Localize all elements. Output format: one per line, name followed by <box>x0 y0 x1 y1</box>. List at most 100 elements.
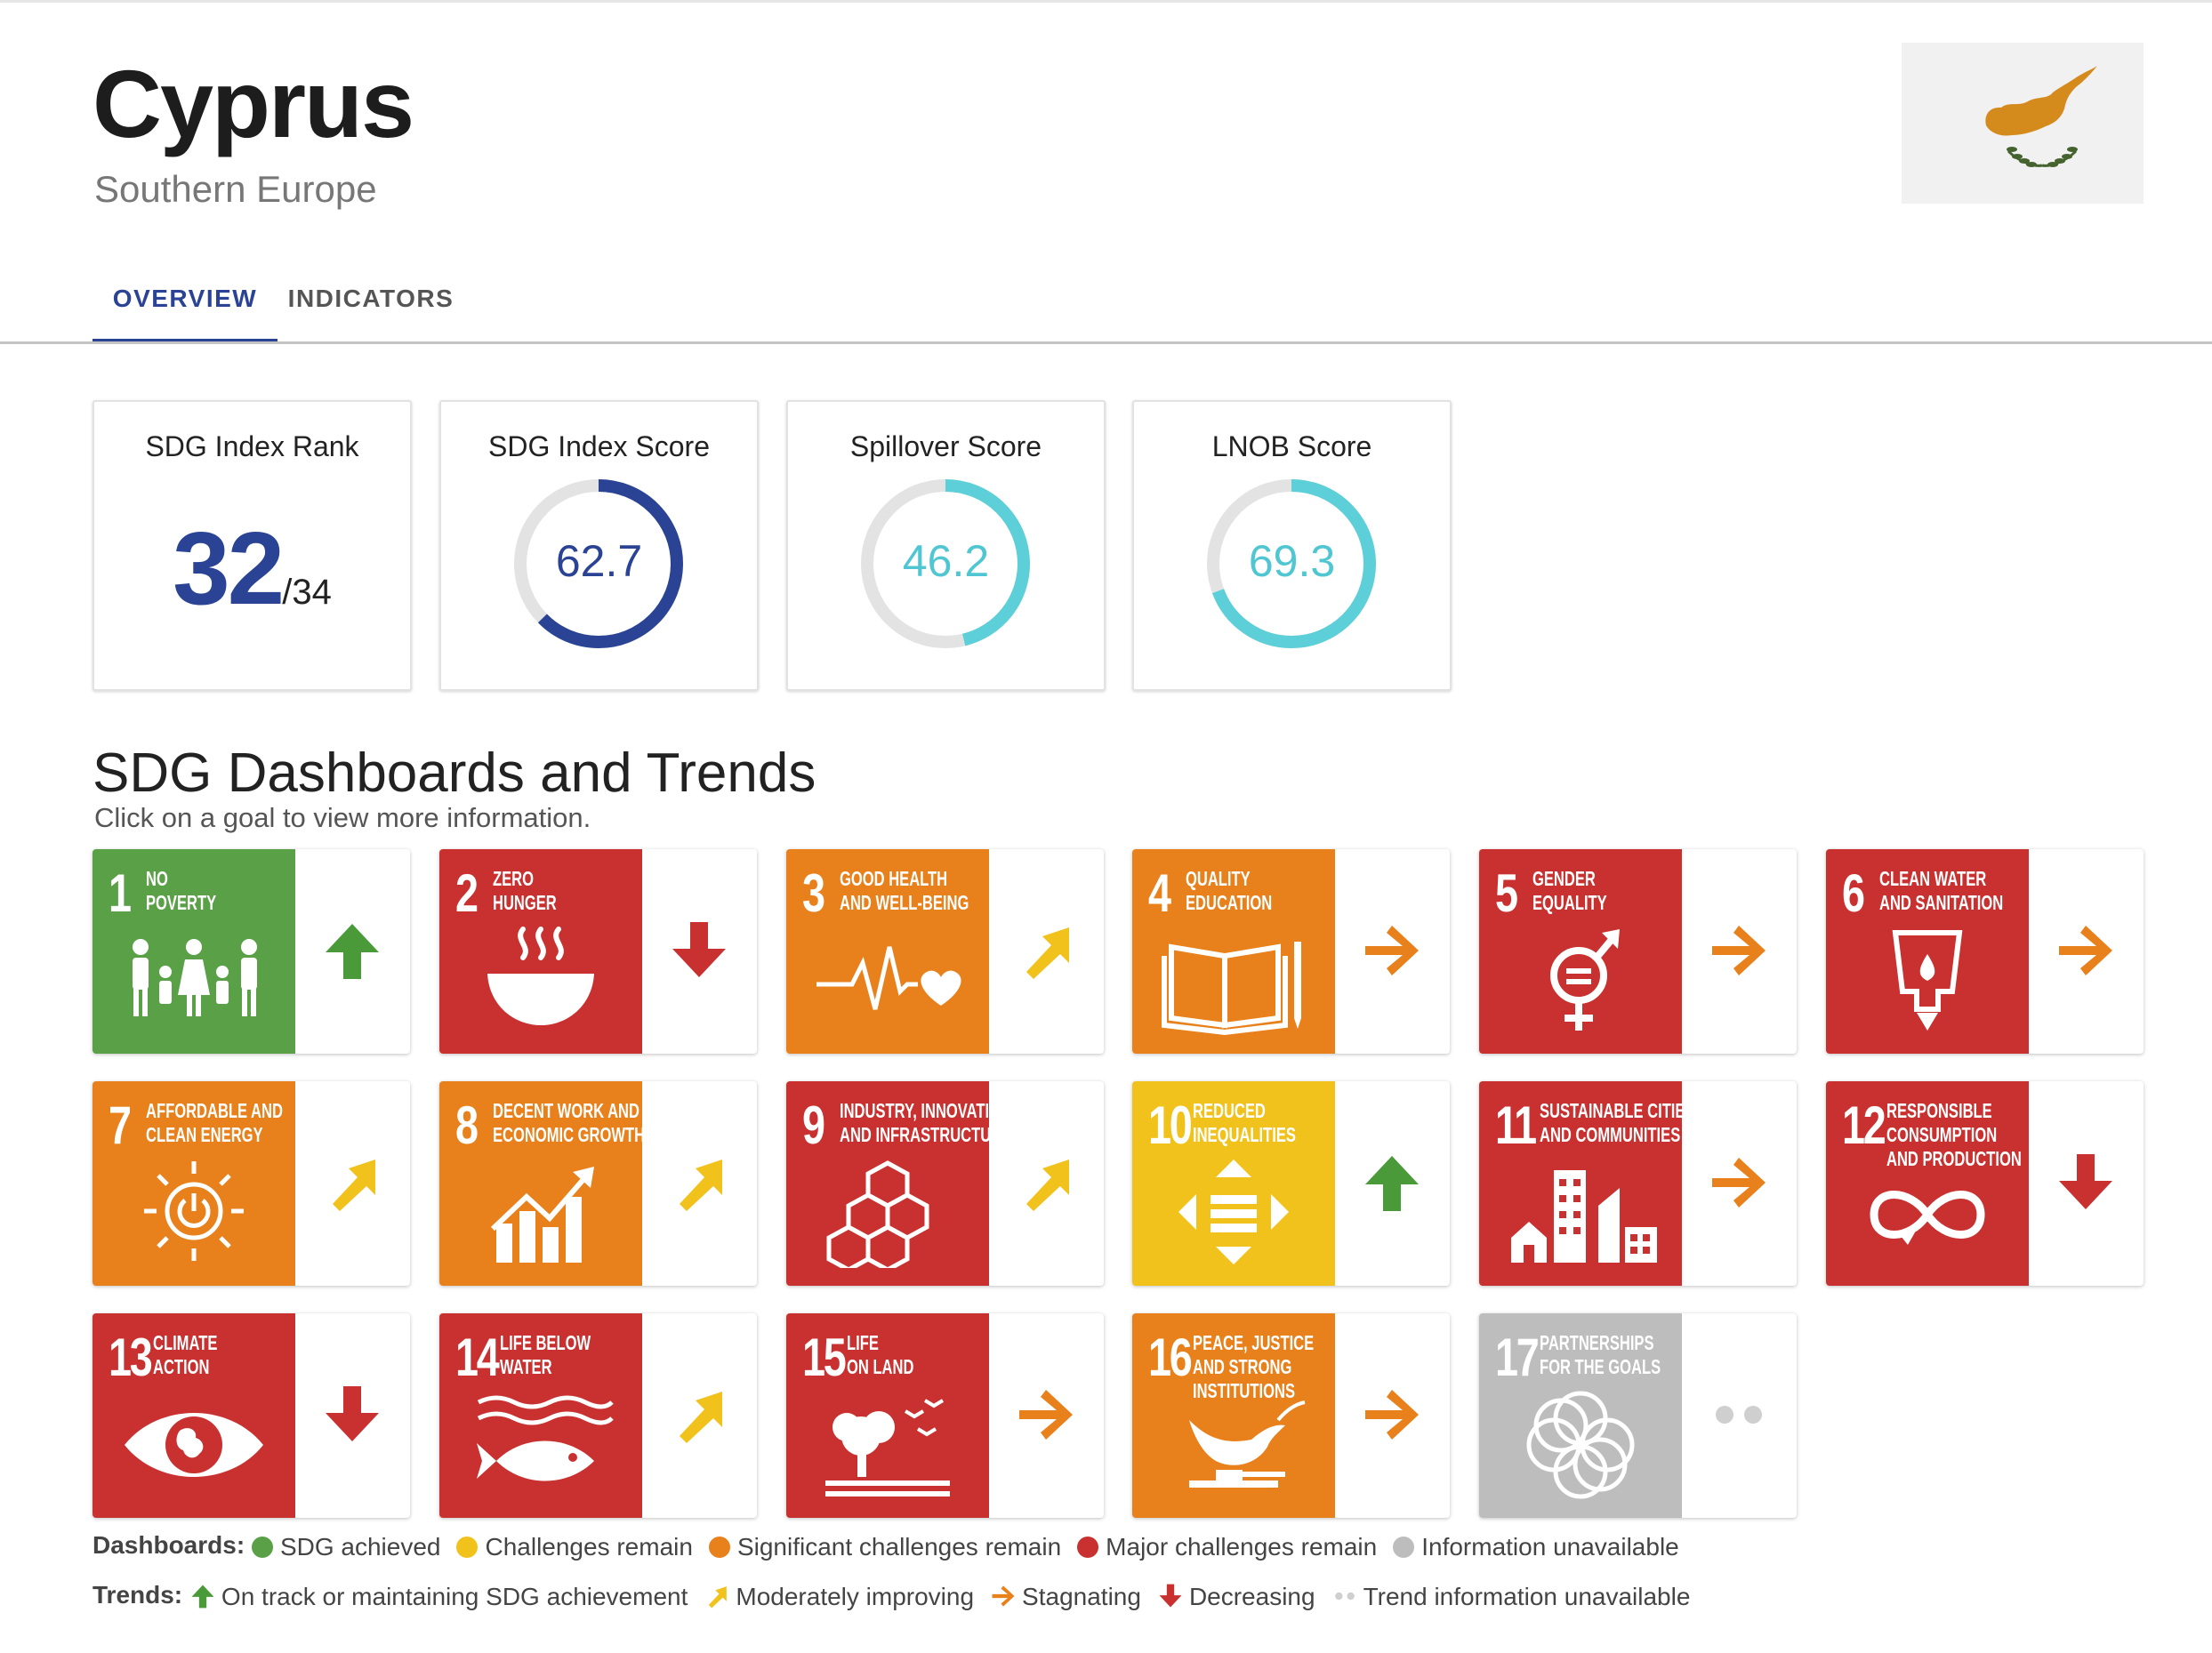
book-icon <box>1162 942 1301 1036</box>
trend-area <box>1335 1313 1450 1518</box>
goal-name-line: Quality <box>1186 867 1251 890</box>
goal-tile: 11 Sustainable Cities and Communities <box>1479 1081 1695 1286</box>
goal-tile: 5 Gender Equality <box>1479 849 1682 1054</box>
trend-area <box>989 1081 1104 1286</box>
trend-legend-item: Stagnating <box>990 1583 1141 1611</box>
trend-right-icon <box>1712 926 1766 975</box>
trend-area <box>1682 849 1797 1054</box>
country-title: Cyprus <box>93 50 414 157</box>
goal-card-16[interactable]: 16 Peace, Justice and Strong Institutions <box>1132 1313 1450 1518</box>
legend-label: Major challenges remain <box>1106 1532 1378 1561</box>
trend-right-icon <box>2059 926 2112 975</box>
legend-dot-icon <box>456 1536 479 1558</box>
goal-name: Life on Land <box>847 1331 913 1379</box>
goal-card-5[interactable]: 5 Gender Equality <box>1479 849 1797 1054</box>
legend-label: On track or maintaining SDG achievement <box>221 1582 688 1610</box>
trend-none-icon <box>1716 1406 1762 1424</box>
tab-divider <box>0 341 2212 344</box>
goal-number: 7 <box>109 1095 132 1155</box>
goal-card-17[interactable]: 17 Partnerships for the Goals <box>1479 1313 1797 1518</box>
dashboard-legend-item: SDG achieved <box>251 1533 440 1561</box>
goal-card-15[interactable]: 15 Life on Land <box>786 1313 1104 1518</box>
goal-card-14[interactable]: 14 Life Below Water <box>439 1313 757 1518</box>
goal-name-line: Decent Work and <box>493 1099 639 1122</box>
legend-label: Decreasing <box>1188 1582 1315 1610</box>
goal-card-6[interactable]: 6 Clean Water and Sanitation <box>1826 849 2144 1054</box>
tree-birds-icon <box>825 1399 950 1497</box>
dashboards-legend: Dashboards: SDG achieved Challenges remai… <box>93 1531 1695 1561</box>
goal-name-line: Clean Energy <box>146 1123 263 1146</box>
dashboard-legend-item: Information unavailable <box>1393 1533 1679 1561</box>
goal-tile: 9 Industry, Innovation and Infrastructure <box>786 1081 1011 1286</box>
legend-label: Significant challenges remain <box>736 1532 1062 1561</box>
top-divider <box>0 0 2212 3</box>
rank-value: 32/34 <box>94 509 410 628</box>
goal-card-12[interactable]: 12 Responsible Consumption and Production <box>1826 1081 2144 1286</box>
goal-name: No Poverty <box>146 867 216 915</box>
goal-number: 4 <box>1148 863 1171 923</box>
bowl-icon <box>487 927 594 1025</box>
dashboard-legend-item: Challenges remain <box>456 1532 693 1561</box>
goal-number: 11 <box>1495 1095 1537 1155</box>
legend-label: Trend information unavailable <box>1363 1582 1691 1610</box>
rank-total: /34 <box>282 573 332 612</box>
trend-right-icon <box>1365 926 1419 975</box>
donut-progress <box>1207 479 1376 648</box>
trend-area <box>642 849 757 1054</box>
goal-card-13[interactable]: 13 Climate Action <box>93 1313 410 1518</box>
trend-down-icon <box>1159 1584 1182 1608</box>
goal-name: Partnerships for the Goals <box>1540 1331 1661 1379</box>
goal-card-7[interactable]: 7 Affordable and Clean Energy <box>93 1081 410 1286</box>
goal-name-line: Industry, Innovation <box>840 1099 1011 1122</box>
goal-name-line: Good Health <box>840 867 948 890</box>
goal-name-line: Life Below <box>500 1331 591 1354</box>
goal-card-3[interactable]: 3 Good Health and Well-Being <box>786 849 1104 1054</box>
trend-up-icon <box>191 1585 214 1608</box>
goal-name: Peace, Justice and Strong Institutions <box>1193 1331 1314 1403</box>
legend-label: Information unavailable <box>1421 1532 1679 1561</box>
goal-name-line: and Sanitation <box>1879 891 2004 914</box>
goal-number: 8 <box>455 1095 479 1155</box>
trend-area <box>1335 849 1450 1054</box>
goal-number: 14 <box>455 1328 500 1387</box>
goal-number: 13 <box>109 1328 153 1387</box>
goal-name-line: Equality <box>1532 891 1607 914</box>
goal-tile: 14 Life Below Water <box>439 1313 642 1518</box>
goal-card-11[interactable]: 11 Sustainable Cities and Communities <box>1479 1081 1797 1286</box>
goal-tile: 15 Life on Land <box>786 1313 989 1518</box>
tab-overview[interactable]: OVERVIEW <box>93 267 278 343</box>
dashboards-legend-items: SDG achieved Challenges remain Significant… <box>251 1531 1695 1561</box>
legend-dot-icon <box>251 1536 273 1558</box>
infinity-icon <box>1870 1191 1985 1245</box>
goal-card-10[interactable]: 10 Reduced Inequalities <box>1132 1081 1450 1286</box>
trend-down-icon <box>672 922 726 977</box>
trend-area <box>2029 849 2144 1054</box>
goal-card-4[interactable]: 4 Quality Education <box>1132 849 1450 1054</box>
trend-area <box>295 1081 410 1286</box>
goal-tile: 16 Peace, Justice and Strong Institutions <box>1132 1313 1335 1518</box>
goal-number: 10 <box>1148 1095 1193 1155</box>
dashboard-legend-item: Major challenges remain <box>1077 1533 1377 1561</box>
sdg-index-rank-card: SDG Index Rank 32/34 <box>93 400 412 691</box>
goal-name-line: Inequalities <box>1193 1123 1296 1146</box>
trend-area <box>2029 1081 2144 1286</box>
sun-power-icon <box>144 1161 244 1261</box>
legend-label: Challenges remain <box>485 1532 693 1561</box>
donut-progress <box>861 479 1030 648</box>
tab-indicators[interactable]: INDICATORS <box>287 285 454 312</box>
goal-card-9[interactable]: 9 Industry, Innovation and Infrastructure <box>786 1081 1104 1286</box>
water-icon <box>1892 930 1963 1031</box>
goal-name: Good Health and Well-Being <box>840 867 969 915</box>
trend-area <box>295 849 410 1054</box>
goal-name: Climate Action <box>153 1331 217 1379</box>
trend-area <box>1682 1081 1797 1286</box>
goal-number: 1 <box>109 863 132 923</box>
goal-card-2[interactable]: 2 Zero Hunger <box>439 849 757 1054</box>
index-score-donut <box>514 479 683 648</box>
spillover-score-label: Spillover Score <box>849 430 1042 462</box>
goal-card-1[interactable]: 1 No Poverty <box>93 849 410 1054</box>
goal-card-8[interactable]: 8 Decent Work and Economic Growth <box>439 1081 757 1286</box>
trend-diag-icon <box>1026 927 1069 979</box>
goal-name: Industry, Innovation and Infrastructure <box>840 1099 1011 1147</box>
city-icon <box>1511 1170 1657 1263</box>
